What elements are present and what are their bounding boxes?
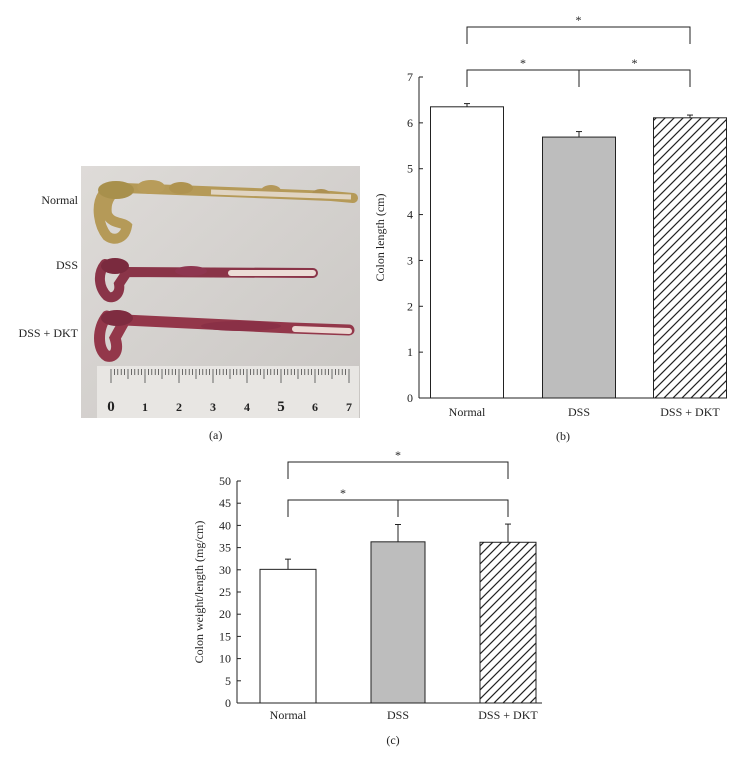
row-label-normal: Normal: [41, 193, 78, 207]
y-tick-label: 1: [407, 345, 413, 359]
row-label-dss-dkt: DSS + DKT: [18, 326, 78, 340]
dss-colon-specimen: [95, 258, 318, 303]
y-tick-label: 20: [219, 607, 231, 621]
significance-marker: *: [395, 448, 401, 462]
significance-bracket: [578, 69, 691, 87]
significance-marker: *: [520, 56, 526, 70]
row-label-dss: DSS: [55, 258, 78, 272]
bar-dss: [370, 541, 426, 704]
ruler-number: 5: [277, 399, 285, 415]
ruler-number: 0: [107, 399, 115, 415]
y-tick-label: 45: [219, 496, 231, 510]
y-tick-label: 40: [219, 518, 231, 532]
bar-dss: [542, 136, 616, 399]
ruler-number: 6: [312, 400, 318, 414]
category-label: DSS: [568, 405, 590, 419]
significance-marker: *: [340, 486, 346, 500]
y-tick-label: 25: [219, 585, 231, 599]
y-tick-label: 2: [407, 299, 413, 313]
colon-photo: 0 1 2 3 4 5 6 7: [81, 166, 360, 418]
y-tick-label: 5: [225, 674, 231, 688]
significance-bracket: [466, 69, 580, 87]
y-axis-label: Colon weight/length (mg/cm): [192, 521, 206, 664]
y-tick-label: 6: [407, 116, 413, 130]
category-label: DSS + DKT: [660, 405, 720, 419]
category-label: DSS + DKT: [478, 708, 538, 722]
significance-marker: *: [632, 56, 638, 70]
y-tick-label: 15: [219, 629, 231, 643]
y-tick-label: 0: [225, 696, 231, 710]
ruler: 0 1 2 3 4 5 6 7: [97, 366, 359, 418]
ruler-number: 4: [244, 400, 250, 414]
y-tick-label: 30: [219, 563, 231, 577]
y-tick-label: 3: [407, 253, 413, 267]
bar-dss-dkt: [479, 541, 537, 704]
significance-marker: *: [576, 13, 582, 27]
panel-tag-b: (b): [556, 429, 570, 443]
category-label: Normal: [449, 405, 486, 419]
chart-c: 0 5 10 15 20 25 30 35 40 45 50 Colon weight/length …: [192, 448, 542, 747]
significance-bracket: [397, 499, 509, 517]
bar-dss-dkt: [653, 117, 727, 399]
y-tick-label: 0: [407, 391, 413, 405]
significance-bracket: [466, 26, 691, 44]
ruler-number: 1: [142, 400, 148, 414]
y-tick-label: 50: [219, 474, 231, 488]
colon-photo-drawing: 0 1 2 3 4 5 6 7: [81, 166, 360, 418]
y-tick-label: 5: [407, 162, 413, 176]
category-label: DSS: [387, 708, 409, 722]
category-label: Normal: [270, 708, 307, 722]
y-tick-label: 35: [219, 541, 231, 555]
ruler-number: 2: [176, 400, 182, 414]
panel-tag-a: (a): [209, 428, 223, 442]
significance-bracket: [287, 499, 399, 517]
y-tick-label: 10: [219, 652, 231, 666]
normal-colon-specimen: [93, 180, 358, 244]
ruler-number: 3: [210, 400, 216, 414]
y-tick-label: 4: [407, 208, 413, 222]
y-tick-label: 7: [407, 70, 413, 84]
ruler-number: 7: [346, 400, 352, 414]
bar-normal: [259, 568, 317, 704]
panel-tag-c: (c): [386, 733, 399, 747]
chart-b: 0 1 2 3 4 5 6 7 Colon length (cm) Normal DSS DSS + …: [373, 13, 727, 443]
dss-dkt-colon-specimen: [94, 310, 355, 362]
significance-bracket: [287, 461, 509, 479]
y-axis-label: Colon length (cm): [373, 194, 387, 282]
bar-normal: [430, 106, 504, 399]
